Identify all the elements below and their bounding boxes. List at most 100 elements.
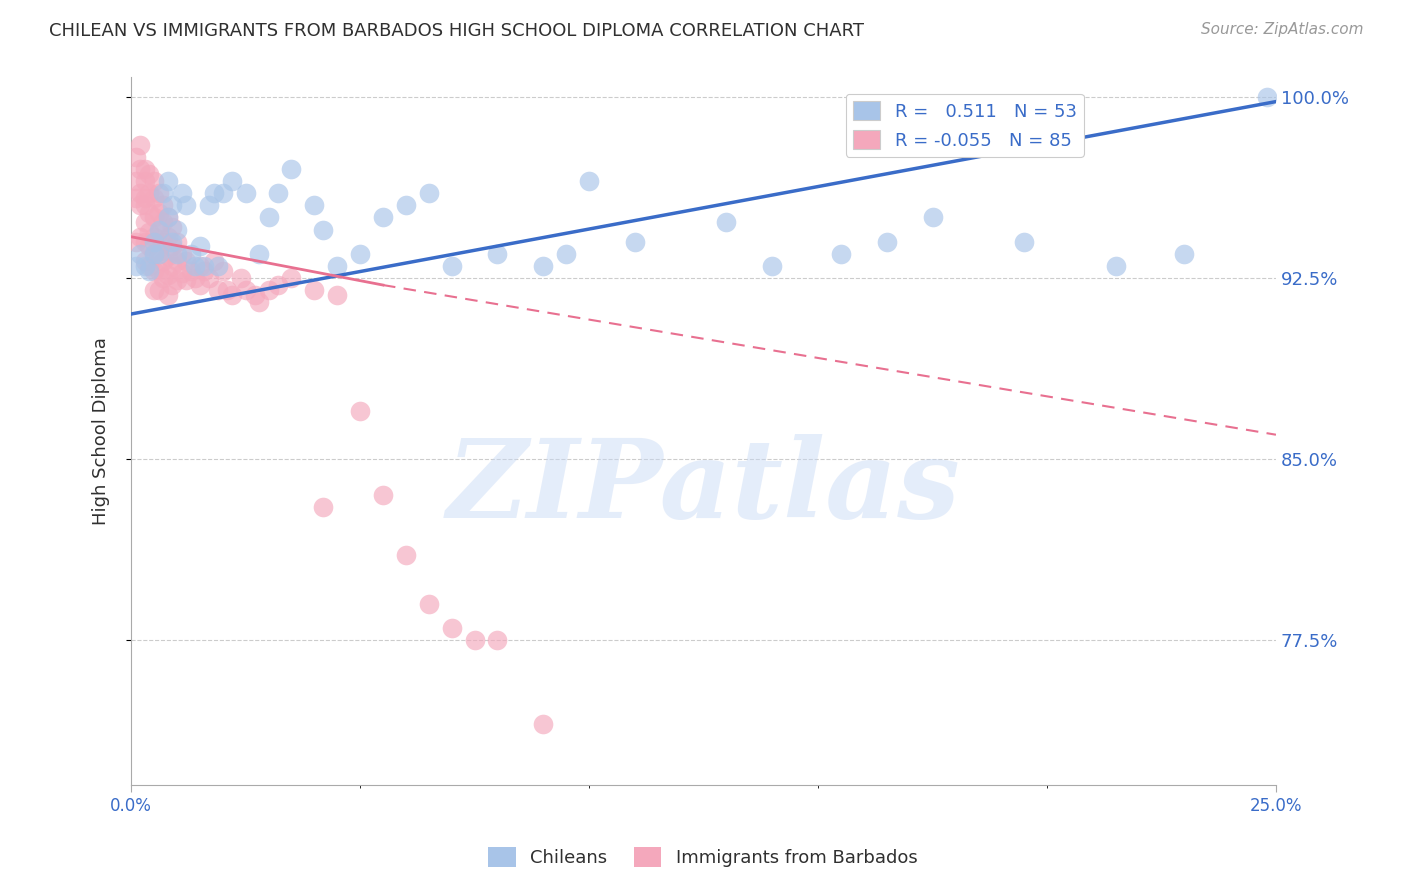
- Point: [578, 174, 600, 188]
- Point: [349, 246, 371, 260]
- Point: [125, 150, 148, 164]
- Point: [152, 235, 174, 249]
- Point: [134, 259, 156, 273]
- Point: [138, 167, 160, 181]
- Point: [221, 174, 243, 188]
- Point: [138, 263, 160, 277]
- Point: [138, 259, 160, 273]
- Point: [1012, 235, 1035, 249]
- Point: [148, 225, 170, 239]
- Point: [134, 198, 156, 212]
- Point: [304, 198, 326, 212]
- Point: [125, 191, 148, 205]
- Point: [129, 138, 152, 153]
- Text: CHILEAN VS IMMIGRANTS FROM BARBADOS HIGH SCHOOL DIPLOMA CORRELATION CHART: CHILEAN VS IMMIGRANTS FROM BARBADOS HIGH…: [49, 22, 865, 40]
- Point: [143, 283, 166, 297]
- Point: [148, 205, 170, 219]
- Point: [156, 268, 179, 283]
- Point: [198, 198, 221, 212]
- Point: [761, 259, 783, 273]
- Point: [830, 246, 852, 260]
- Point: [395, 549, 418, 563]
- Point: [143, 191, 166, 205]
- Point: [280, 162, 302, 177]
- Point: [156, 249, 179, 263]
- Point: [531, 259, 554, 273]
- Point: [162, 259, 184, 273]
- Point: [211, 263, 233, 277]
- Point: [174, 253, 197, 268]
- Point: [148, 263, 170, 277]
- Point: [180, 246, 202, 260]
- Point: [235, 186, 257, 201]
- Point: [247, 295, 270, 310]
- Point: [418, 597, 440, 611]
- Point: [235, 283, 257, 297]
- Point: [143, 229, 166, 244]
- Point: [198, 270, 221, 285]
- Point: [257, 211, 280, 225]
- Point: [267, 186, 290, 201]
- Point: [267, 278, 290, 293]
- Point: [148, 222, 170, 236]
- Point: [143, 174, 166, 188]
- Point: [162, 198, 184, 212]
- Legend: R =   0.511   N = 53, R = -0.055   N = 85: R = 0.511 N = 53, R = -0.055 N = 85: [846, 94, 1084, 157]
- Point: [188, 278, 211, 293]
- Point: [440, 621, 463, 635]
- Point: [156, 211, 179, 225]
- Point: [129, 198, 152, 212]
- Point: [162, 278, 184, 293]
- Point: [143, 246, 166, 260]
- Point: [143, 211, 166, 225]
- Point: [134, 215, 156, 229]
- Point: [184, 270, 207, 285]
- Point: [188, 239, 211, 253]
- Point: [371, 488, 394, 502]
- Point: [134, 235, 156, 249]
- Point: [148, 244, 170, 259]
- Point: [174, 198, 197, 212]
- Point: [166, 253, 188, 268]
- Point: [180, 263, 202, 277]
- Point: [129, 246, 152, 260]
- Point: [555, 246, 578, 260]
- Point: [440, 259, 463, 273]
- Point: [134, 162, 156, 177]
- Text: ZIPatlas: ZIPatlas: [447, 434, 960, 541]
- Point: [184, 259, 207, 273]
- Point: [156, 229, 179, 244]
- Point: [257, 283, 280, 297]
- Point: [138, 205, 160, 219]
- Point: [134, 191, 156, 205]
- Point: [418, 186, 440, 201]
- Point: [207, 283, 229, 297]
- Point: [166, 246, 188, 260]
- Point: [876, 235, 898, 249]
- Point: [143, 246, 166, 260]
- Point: [395, 198, 418, 212]
- Point: [217, 283, 239, 297]
- Point: [193, 263, 215, 277]
- Legend: Chileans, Immigrants from Barbados: Chileans, Immigrants from Barbados: [481, 839, 925, 874]
- Point: [156, 211, 179, 225]
- Point: [166, 222, 188, 236]
- Point: [125, 235, 148, 249]
- Point: [125, 259, 148, 273]
- Point: [531, 717, 554, 731]
- Point: [349, 403, 371, 417]
- Point: [134, 174, 156, 188]
- Point: [312, 500, 335, 515]
- Point: [202, 253, 225, 268]
- Point: [247, 246, 270, 260]
- Point: [188, 259, 211, 273]
- Point: [162, 220, 184, 235]
- Point: [193, 259, 215, 273]
- Point: [143, 235, 166, 249]
- Point: [202, 186, 225, 201]
- Point: [162, 239, 184, 253]
- Point: [170, 246, 193, 260]
- Point: [156, 174, 179, 188]
- Y-axis label: High School Diploma: High School Diploma: [93, 337, 110, 525]
- Point: [170, 186, 193, 201]
